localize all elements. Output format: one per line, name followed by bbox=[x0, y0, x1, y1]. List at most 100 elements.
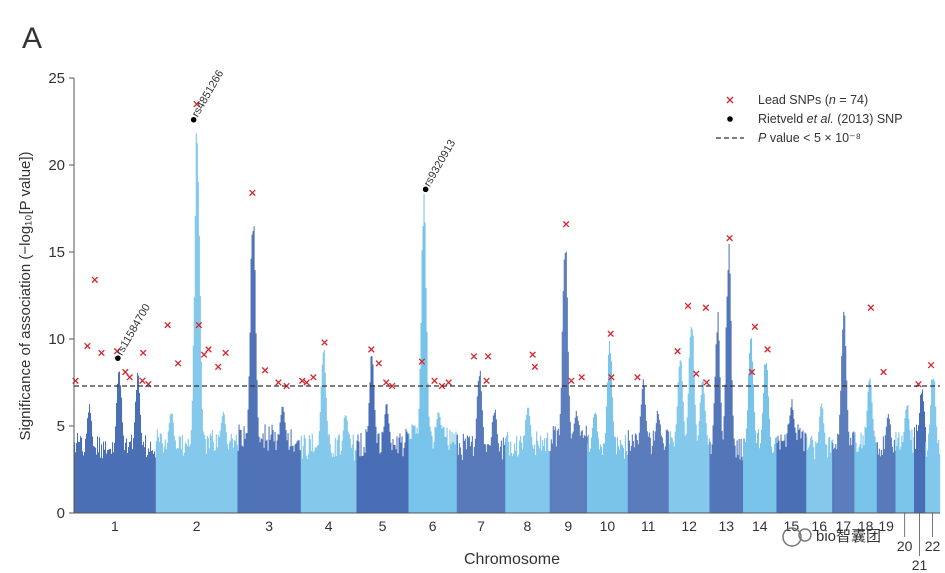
snp-column bbox=[704, 410, 706, 513]
snp-column bbox=[337, 435, 339, 513]
lead-snp-marker bbox=[275, 379, 282, 386]
snp-column bbox=[465, 449, 467, 513]
snp-column bbox=[489, 445, 491, 513]
legend-rietveld-icon bbox=[727, 116, 733, 122]
snp-column bbox=[722, 439, 724, 513]
snp-column bbox=[933, 378, 935, 513]
snp-column bbox=[284, 422, 286, 513]
lead-snp-marker bbox=[483, 377, 490, 385]
snp-column bbox=[727, 270, 729, 513]
snp-column bbox=[923, 411, 926, 513]
chromosome-22-points bbox=[925, 378, 941, 513]
snp-column bbox=[609, 352, 611, 513]
snp-column bbox=[299, 449, 301, 513]
snp-column bbox=[734, 445, 736, 513]
snp-column bbox=[345, 416, 347, 513]
snp-column bbox=[883, 449, 885, 513]
snp-column bbox=[265, 440, 267, 513]
snp-column bbox=[334, 437, 336, 513]
lead-snp-stroke bbox=[607, 330, 614, 338]
snp-column bbox=[905, 409, 907, 513]
snp-column bbox=[666, 429, 668, 513]
snp-column bbox=[862, 435, 864, 513]
snp-column bbox=[529, 416, 531, 513]
lead-snp-stroke bbox=[164, 321, 171, 329]
snp-column bbox=[935, 406, 937, 513]
snp-column bbox=[639, 416, 641, 513]
snp-column bbox=[398, 437, 400, 513]
snp-column bbox=[364, 452, 366, 513]
snp-column bbox=[199, 295, 201, 513]
lead-snp-marker bbox=[91, 276, 99, 284]
watermark-text: bio智囊团 bbox=[816, 527, 881, 545]
snp-column bbox=[680, 361, 682, 513]
snp-column bbox=[458, 443, 460, 513]
lead-snp-stroke bbox=[139, 377, 146, 385]
snp-column bbox=[845, 346, 847, 513]
lead-snp-stroke bbox=[388, 382, 396, 390]
snp-column bbox=[875, 442, 877, 513]
snp-column bbox=[428, 416, 430, 513]
snp-column bbox=[767, 370, 769, 513]
snp-column bbox=[744, 438, 746, 513]
snp-column bbox=[741, 456, 743, 513]
snp-column bbox=[817, 442, 819, 513]
snp-column bbox=[850, 437, 852, 513]
chromosome-17-points bbox=[832, 311, 856, 513]
snp-column bbox=[682, 401, 684, 513]
snp-column bbox=[809, 444, 811, 513]
snp-column bbox=[85, 438, 87, 513]
snp-column bbox=[691, 329, 693, 513]
snp-column bbox=[925, 442, 927, 513]
snp-column bbox=[853, 431, 855, 513]
snp-column bbox=[447, 445, 449, 513]
lead-snp-stroke bbox=[122, 368, 129, 376]
snp-column bbox=[298, 440, 300, 513]
snp-column bbox=[365, 429, 367, 513]
snp-column bbox=[653, 440, 655, 513]
snp-column bbox=[577, 420, 579, 513]
snp-column bbox=[474, 438, 476, 513]
snp-column bbox=[212, 441, 214, 513]
snp-column bbox=[392, 438, 394, 513]
snp-column bbox=[789, 415, 791, 513]
snp-column bbox=[238, 424, 240, 513]
snp-column bbox=[214, 450, 216, 513]
chromosome-8-points bbox=[505, 407, 551, 513]
lead-snp-marker bbox=[298, 377, 306, 385]
snp-column bbox=[430, 431, 432, 513]
snp-column bbox=[390, 442, 392, 513]
snp-column bbox=[796, 440, 798, 513]
panel-label: A bbox=[22, 22, 42, 55]
snp-column bbox=[86, 433, 88, 513]
lead-snp-stroke bbox=[205, 346, 212, 353]
snp-column bbox=[488, 445, 490, 513]
snp-column bbox=[75, 452, 77, 513]
snp-column bbox=[624, 435, 626, 513]
snp-column bbox=[710, 454, 712, 513]
snp-column bbox=[356, 440, 358, 513]
snp-column bbox=[405, 428, 407, 513]
snp-column bbox=[400, 442, 402, 513]
snp-column bbox=[544, 438, 546, 513]
snp-column bbox=[785, 446, 787, 513]
snp-column bbox=[137, 372, 139, 513]
snp-column bbox=[472, 456, 474, 513]
snp-column bbox=[665, 430, 667, 513]
snp-column bbox=[776, 442, 778, 513]
snp-column bbox=[907, 404, 909, 513]
snp-column bbox=[257, 417, 259, 513]
snp-column bbox=[556, 430, 558, 513]
lead-snp-stroke bbox=[703, 379, 710, 386]
snp-column bbox=[432, 448, 434, 513]
snp-column bbox=[866, 410, 868, 513]
snp-column bbox=[453, 433, 455, 513]
snp-columns bbox=[74, 133, 941, 514]
snp-column bbox=[495, 419, 497, 513]
snp-column bbox=[164, 439, 166, 513]
chromosome-5-points bbox=[356, 355, 410, 513]
snp-column bbox=[358, 441, 360, 513]
legend-item: Rietveld et al. (2013) SNP bbox=[727, 112, 903, 126]
snp-column bbox=[319, 412, 321, 513]
snp-column bbox=[375, 426, 377, 513]
